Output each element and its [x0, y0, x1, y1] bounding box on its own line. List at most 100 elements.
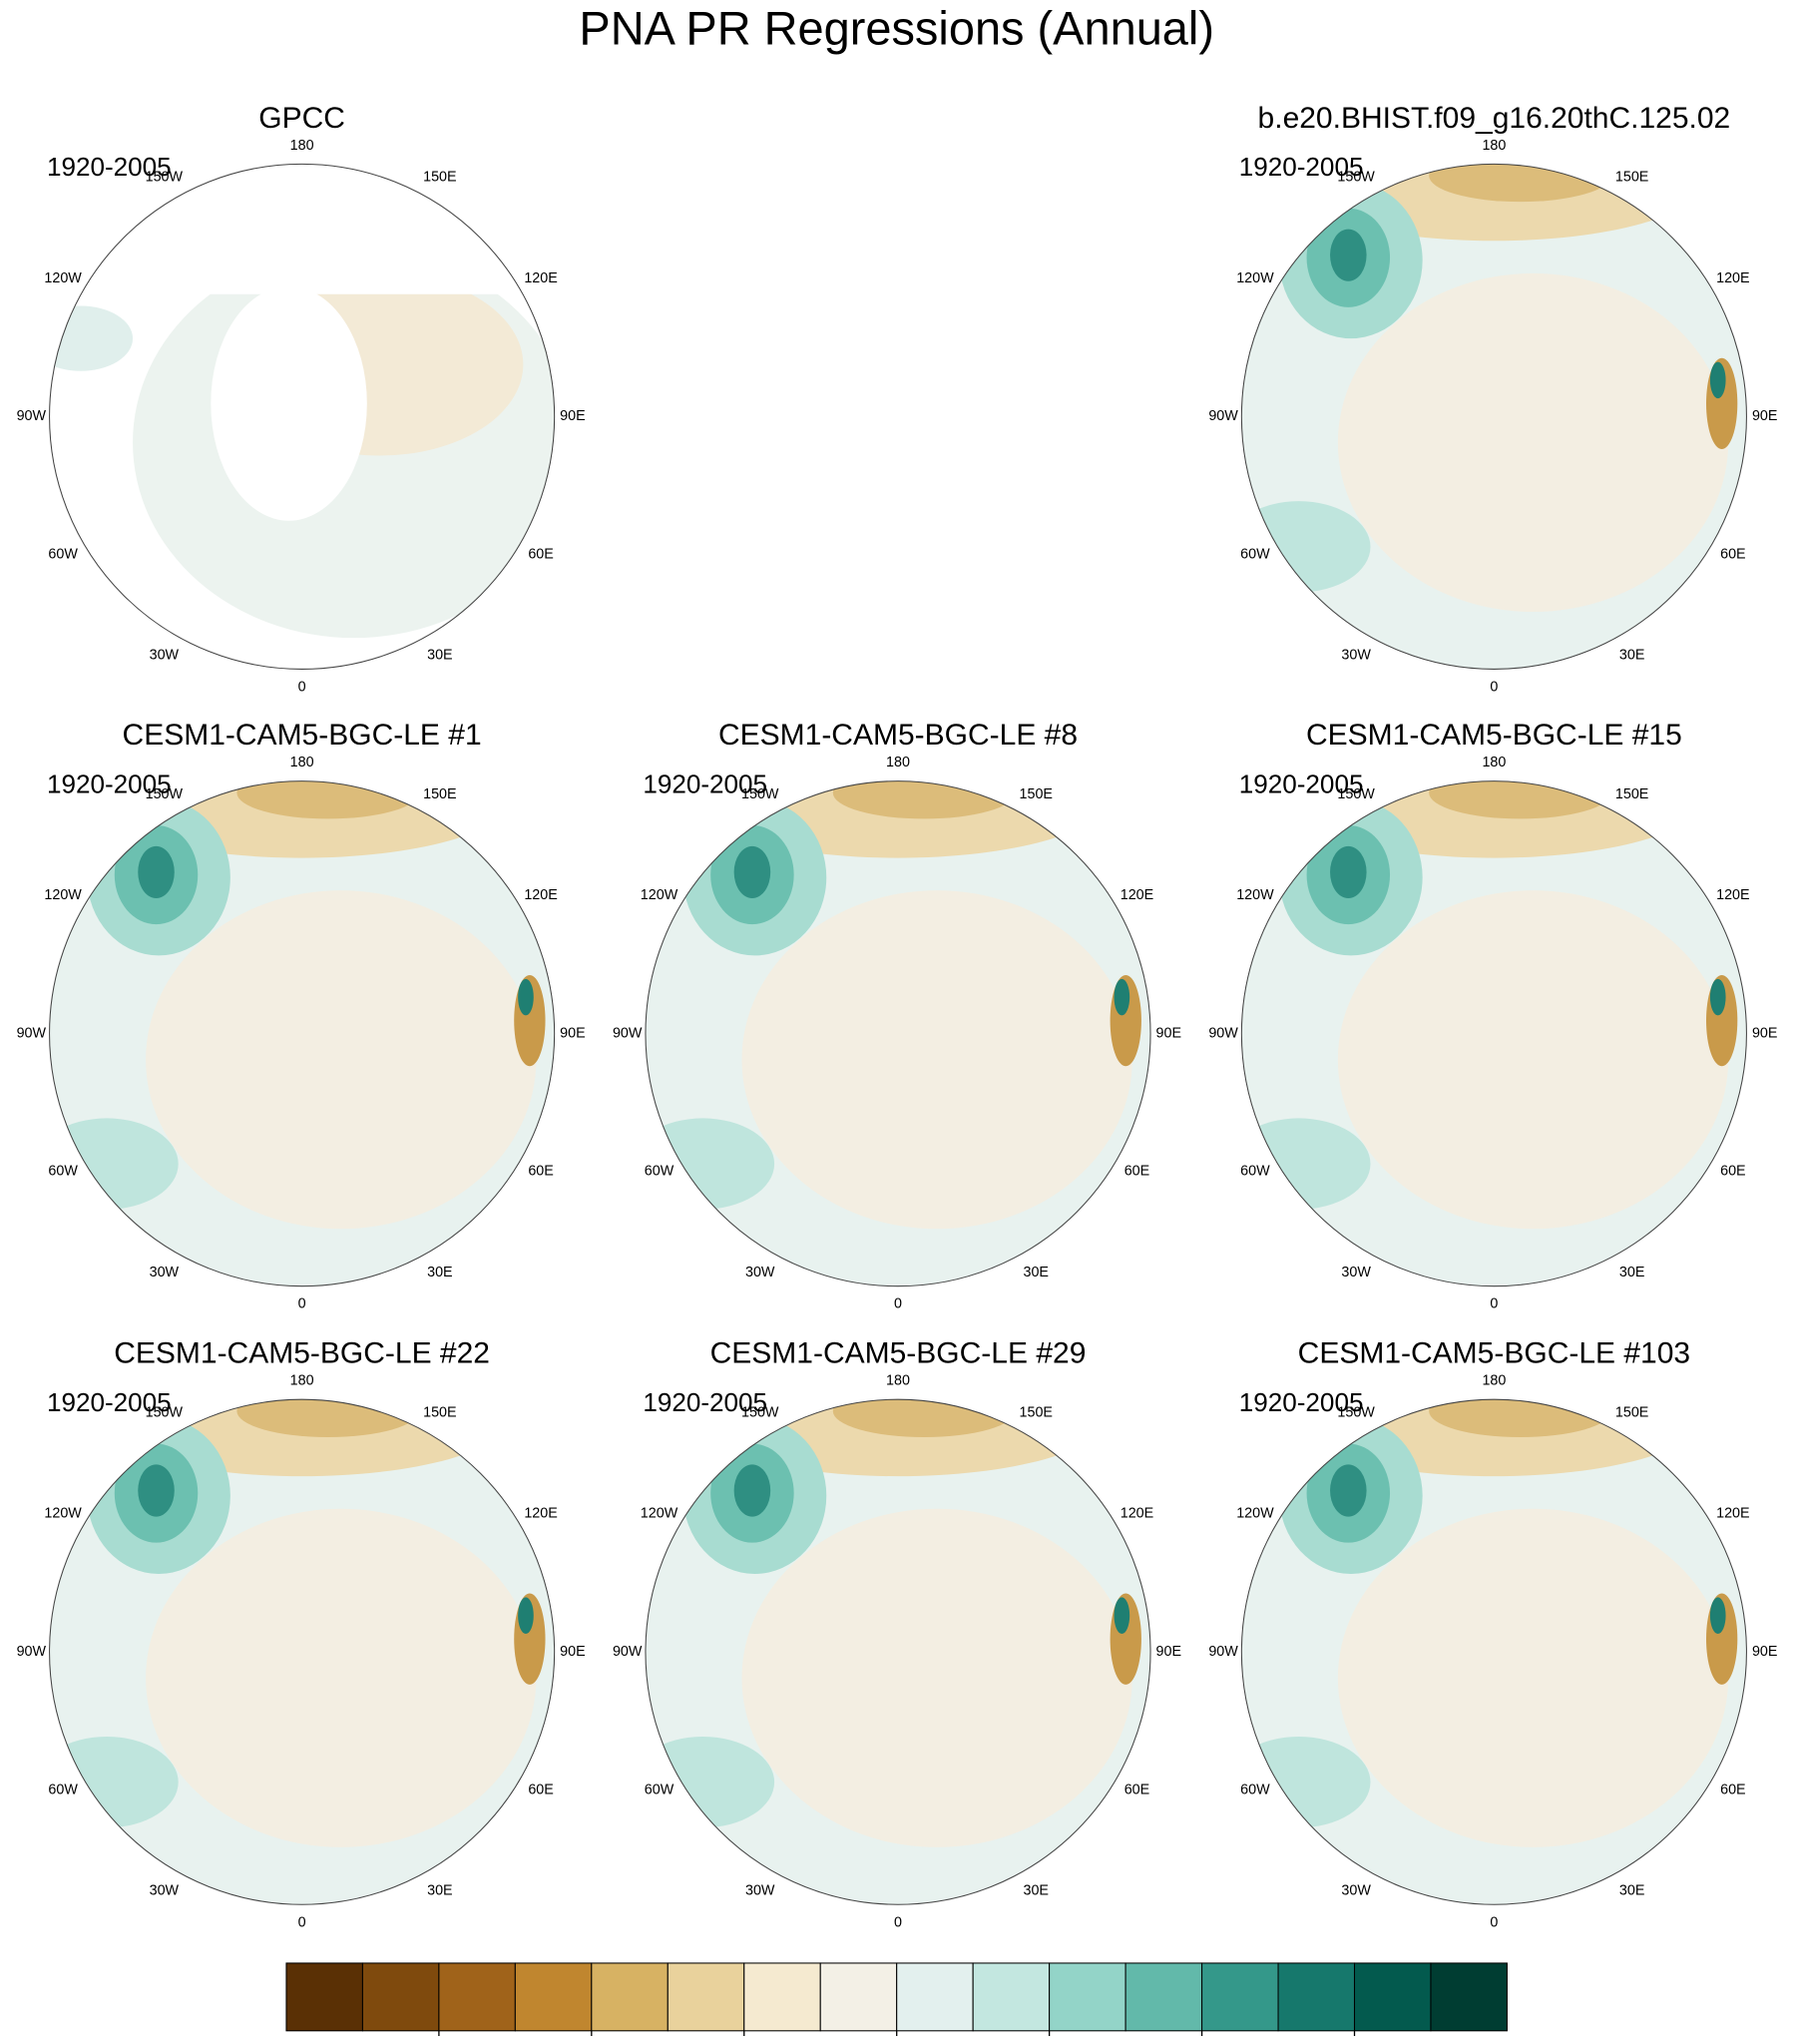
anom — [518, 978, 534, 1016]
lon-label: 60W — [645, 1164, 674, 1180]
lon-label: 150W — [146, 1405, 184, 1421]
lon-label: 120E — [1716, 887, 1749, 903]
anom — [138, 1464, 175, 1517]
panel-title: CESM1-CAM5-BGC-LE #22 — [114, 1337, 490, 1370]
panel-title: CESM1-CAM5-BGC-LE #8 — [718, 719, 1078, 752]
lon-label: 180 — [1482, 138, 1506, 154]
lon-label: 60E — [1124, 1164, 1150, 1180]
lon-label: 60W — [1240, 1782, 1270, 1797]
lon-label: 0 — [298, 1914, 306, 1930]
lon-label: 150W — [1337, 1405, 1375, 1421]
panel-title: b.e20.BHIST.f09_g16.20thC.125.02 — [1258, 102, 1731, 135]
blank — [211, 285, 367, 521]
lon-label: 90E — [1156, 1644, 1181, 1660]
colorbar-swatch — [896, 1962, 974, 2032]
lon-label: 60E — [528, 546, 554, 562]
lon-label: 150W — [146, 786, 184, 802]
anom — [1709, 361, 1726, 399]
anom — [1337, 272, 1729, 613]
lon-label: 60W — [48, 1782, 78, 1797]
lon-label: 90W — [1208, 408, 1238, 424]
panel-title: CESM1-CAM5-BGC-LE #15 — [1306, 719, 1682, 752]
lon-label: 90W — [613, 1644, 643, 1660]
lon-label: 0 — [1490, 1296, 1498, 1312]
anom — [146, 1508, 537, 1847]
anom — [1330, 845, 1367, 899]
panel-period: 1920-2005 — [1239, 152, 1364, 182]
lon-label: 120W — [641, 887, 678, 903]
lon-label: 120E — [524, 887, 557, 903]
lon-label: 150W — [1337, 786, 1375, 802]
lon-label: 150E — [1615, 170, 1648, 186]
map-border — [1240, 780, 1747, 1287]
lon-label: 90E — [1156, 1025, 1181, 1041]
panel-title: CESM1-CAM5-BGC-LE #29 — [710, 1337, 1087, 1370]
lon-label: 120E — [1121, 1506, 1153, 1522]
anom — [236, 780, 419, 819]
lon-label: 120E — [524, 1506, 557, 1522]
lon-label: 30W — [1341, 1882, 1371, 1898]
map — [49, 780, 555, 1286]
lon-label: 60E — [1720, 546, 1746, 562]
map — [645, 780, 1151, 1286]
colorbar-swatch — [285, 1962, 363, 2032]
anom — [1429, 1399, 1611, 1438]
lon-label: 90E — [1752, 1644, 1778, 1660]
colorbar-swatch — [361, 1962, 440, 2032]
colorbar-swatch — [1430, 1962, 1508, 2032]
lon-label: 60E — [528, 1164, 554, 1180]
lon-label: 0 — [894, 1296, 902, 1312]
panel-period: 1920-2005 — [47, 768, 172, 798]
map-border — [49, 1398, 556, 1905]
lon-label: 180 — [290, 1373, 314, 1389]
anom — [1330, 1464, 1367, 1517]
blank — [49, 164, 555, 294]
lon-label: 60W — [1240, 546, 1270, 562]
anom — [138, 845, 175, 899]
map-border — [645, 780, 1151, 1287]
lon-label: 120W — [1236, 1506, 1274, 1522]
lon-label: 180 — [1482, 1373, 1506, 1389]
lon-label: 60W — [48, 546, 78, 562]
lon-label: 180 — [290, 138, 314, 154]
colorbar-swatch — [438, 1962, 516, 2032]
lon-label: 180 — [886, 1373, 910, 1389]
panel-period: 1920-2005 — [643, 768, 767, 798]
lon-label: 30W — [1341, 1265, 1371, 1280]
lon-label: 150E — [1020, 786, 1053, 802]
map — [1241, 164, 1747, 670]
lon-label: 30E — [1619, 1265, 1645, 1280]
colorbar-swatch — [1049, 1962, 1126, 2032]
colorbar-swatch — [1124, 1962, 1203, 2032]
panel-title: CESM1-CAM5-BGC-LE #103 — [1298, 1337, 1690, 1370]
colorbar-swatch — [591, 1962, 669, 2032]
lon-label: 120E — [524, 270, 557, 286]
lon-label: 30E — [1619, 1882, 1645, 1898]
anom — [1337, 890, 1729, 1230]
panel-title: GPCC — [258, 102, 345, 135]
lon-label: 150W — [146, 170, 184, 186]
colorbar-swatch — [1353, 1962, 1432, 2032]
lon-label: 120W — [1236, 887, 1274, 903]
panel-title: CESM1-CAM5-BGC-LE #1 — [123, 719, 482, 752]
anom — [1114, 1597, 1130, 1634]
lon-label: 180 — [290, 755, 314, 770]
lon-label: 90E — [560, 408, 586, 424]
map — [1241, 1399, 1747, 1905]
map — [49, 1399, 555, 1905]
colorbar-swatch — [1201, 1962, 1279, 2032]
anom — [1709, 1597, 1726, 1634]
lon-label: 120W — [44, 270, 82, 286]
anom — [146, 890, 537, 1230]
lon-label: 30E — [427, 1882, 453, 1898]
lon-label: 30E — [1024, 1265, 1050, 1280]
panel-period: 1920-2005 — [1239, 768, 1364, 798]
lon-label: 30W — [1341, 648, 1371, 664]
lon-label: 60E — [1124, 1782, 1150, 1797]
anom — [1429, 780, 1611, 819]
lon-label: 90E — [1752, 1025, 1778, 1041]
lon-label: 90W — [613, 1025, 643, 1041]
lon-label: 30E — [1024, 1882, 1050, 1898]
anom — [518, 1597, 534, 1634]
anom — [741, 890, 1132, 1230]
